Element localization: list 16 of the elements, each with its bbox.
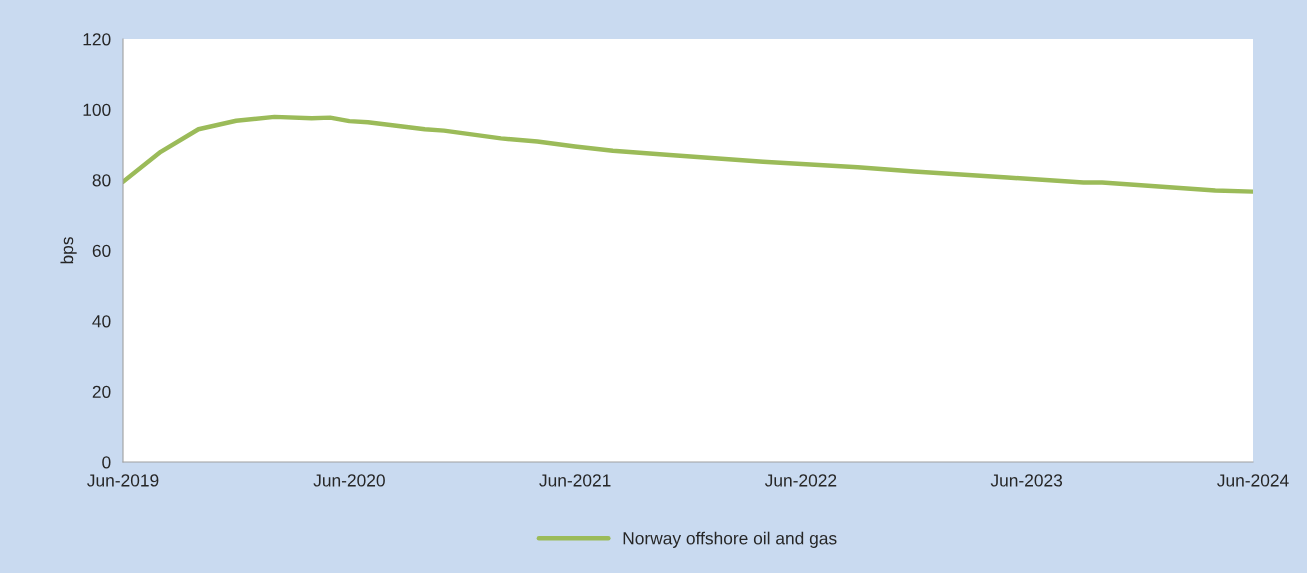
y-tick-label: 40 [92, 315, 111, 328]
x-tick-label: Jun-2023 [990, 474, 1063, 487]
y-tick-label: 100 [83, 103, 111, 116]
y-tick-label: 20 [92, 385, 111, 398]
x-tick-label: Jun-2019 [87, 474, 159, 487]
y-axis-title: bps [60, 237, 77, 264]
x-tick-label: Jun-2022 [764, 474, 837, 487]
y-tick-label: 120 [83, 33, 111, 46]
x-tick-label: Jun-2024 [1217, 474, 1289, 487]
line-series [123, 114, 1253, 194]
y-tick-label: 0 [102, 456, 111, 469]
y-tick-label: 80 [92, 174, 111, 187]
x-tick-label: Jun-2021 [539, 474, 611, 487]
y-tick-label: 60 [92, 244, 111, 257]
legend-label: Norway offshore oil and gas [623, 531, 837, 548]
x-tick-label: Jun-2020 [313, 474, 385, 487]
